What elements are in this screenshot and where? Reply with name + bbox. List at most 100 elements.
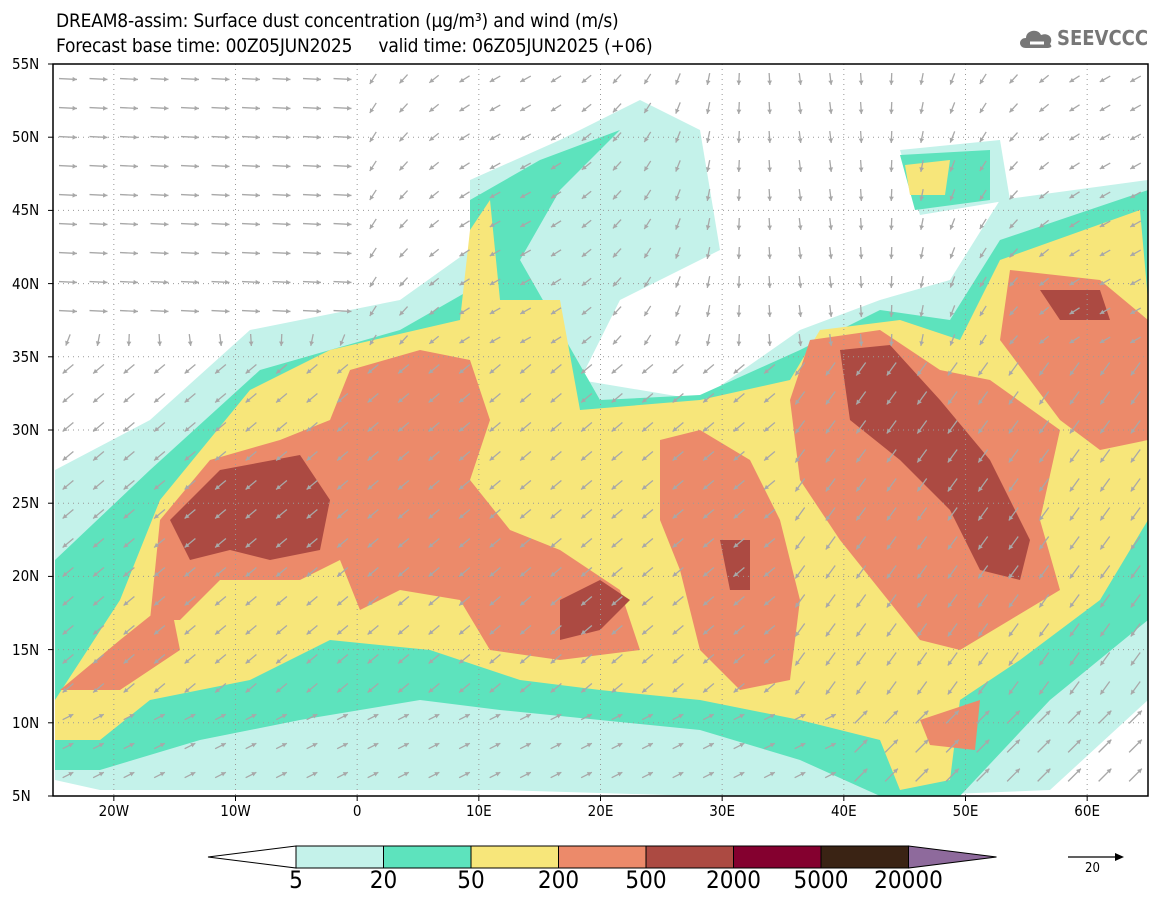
wind-arrow <box>333 192 352 198</box>
wind-arrow <box>489 104 501 112</box>
wind-arrow <box>550 75 562 83</box>
wind-arrow <box>916 623 928 637</box>
wind-arrow <box>1099 362 1111 376</box>
wind-arrow <box>1008 248 1019 258</box>
wind-arrow <box>767 101 772 115</box>
wind-arrow <box>581 103 592 113</box>
wind-arrow <box>828 188 834 202</box>
wind-arrow <box>1130 652 1141 666</box>
wind-arrow <box>612 74 622 84</box>
wind-arrow <box>1099 336 1111 344</box>
wind-arrow <box>397 625 410 635</box>
wind-arrow <box>489 278 501 286</box>
wind-arrow <box>92 451 105 461</box>
wind-arrow <box>916 420 928 434</box>
wind-arrow <box>62 364 74 374</box>
wind-arrow <box>58 279 78 285</box>
wind-arrow <box>398 190 409 200</box>
wind-arrow <box>369 334 377 346</box>
wind-arrow <box>184 683 196 693</box>
wind-arrow <box>1008 277 1019 287</box>
wind-arrow <box>763 480 776 490</box>
wind-arrow <box>184 596 196 606</box>
wind-arrow <box>1038 420 1050 434</box>
wind-arrow <box>550 422 562 432</box>
wind-arrow <box>398 103 409 113</box>
wind-arrow <box>643 73 652 85</box>
wind-arrow <box>916 652 928 666</box>
wind-arrow <box>245 567 257 577</box>
wind-arrow <box>733 480 745 490</box>
wind-arrow <box>92 393 105 403</box>
wind-arrow <box>1038 132 1050 142</box>
wind-arrow <box>1069 75 1080 83</box>
wind-arrow <box>397 596 410 606</box>
wind-arrow <box>612 306 622 316</box>
colorbar-swatch <box>383 845 472 869</box>
wind-arrow <box>858 304 864 318</box>
wind-reference-arrow <box>1068 853 1124 861</box>
wind-arrow <box>949 247 956 259</box>
wind-arrow <box>794 565 806 579</box>
wind-arrow <box>333 279 352 285</box>
wind-arrow <box>641 364 654 374</box>
wind-arrow <box>153 538 166 548</box>
wind-arrow <box>428 771 440 779</box>
wind-arrow <box>397 364 410 374</box>
colorbar-label: 20 <box>369 866 398 894</box>
wind-arrow <box>916 565 928 579</box>
wind-arrow <box>1069 565 1080 579</box>
wind-arrow <box>1099 536 1111 550</box>
wind-arrow <box>92 654 105 664</box>
wind-arrow <box>458 654 471 664</box>
wind-arrow <box>643 131 652 143</box>
wind-arrow <box>1099 162 1111 170</box>
wind-arrow <box>1038 449 1050 463</box>
wind-arrow <box>1099 478 1111 492</box>
wind-arrow <box>1008 420 1019 434</box>
wind-arrow <box>825 565 836 579</box>
wind-arrow <box>184 538 196 548</box>
wind-arrow <box>459 162 470 170</box>
wind-arrow <box>824 771 837 779</box>
wind-arrow <box>550 567 562 577</box>
wind-arrow <box>214 538 227 548</box>
wind-arrow <box>275 596 288 606</box>
wind-arrow <box>367 713 379 721</box>
wind-arrow <box>611 480 623 490</box>
colorbar-label: 20000 <box>874 866 943 894</box>
wind-arrow <box>949 276 956 288</box>
wind-arrow <box>187 333 193 347</box>
wind-arrow <box>1008 74 1019 84</box>
wind-arrow <box>733 422 745 432</box>
wind-arrow <box>1098 710 1112 724</box>
wind-arrow <box>1099 594 1111 608</box>
wind-arrow <box>241 192 261 198</box>
wind-arrow <box>767 130 772 144</box>
wind-arrow <box>214 509 227 519</box>
wind-arrow <box>153 742 166 750</box>
logo: SEEVCCC <box>1018 26 1148 50</box>
wind-arrow <box>367 742 379 750</box>
wind-arrow <box>123 538 135 548</box>
wind-arrow <box>245 364 257 374</box>
wind-arrow <box>180 221 200 227</box>
wind-arrow <box>611 742 623 750</box>
wind-arrow <box>333 105 352 111</box>
wind-arrow <box>153 567 166 577</box>
wind-arrow <box>1098 768 1112 782</box>
wind-arrow <box>211 105 230 111</box>
wind-arrow <box>519 220 532 228</box>
wind-arrow <box>123 771 135 779</box>
wind-arrow <box>1008 536 1019 550</box>
wind-arrow <box>153 393 166 403</box>
wind-arrow <box>218 333 224 347</box>
wind-arrow <box>916 449 928 463</box>
wind-arrow <box>855 623 867 637</box>
wind-arrow <box>612 248 622 258</box>
wind-arrow <box>1038 594 1050 608</box>
wind-arrow <box>733 654 745 664</box>
wind-arrow <box>519 249 532 257</box>
wind-arrow <box>858 188 864 202</box>
wind-arrow <box>794 391 806 405</box>
